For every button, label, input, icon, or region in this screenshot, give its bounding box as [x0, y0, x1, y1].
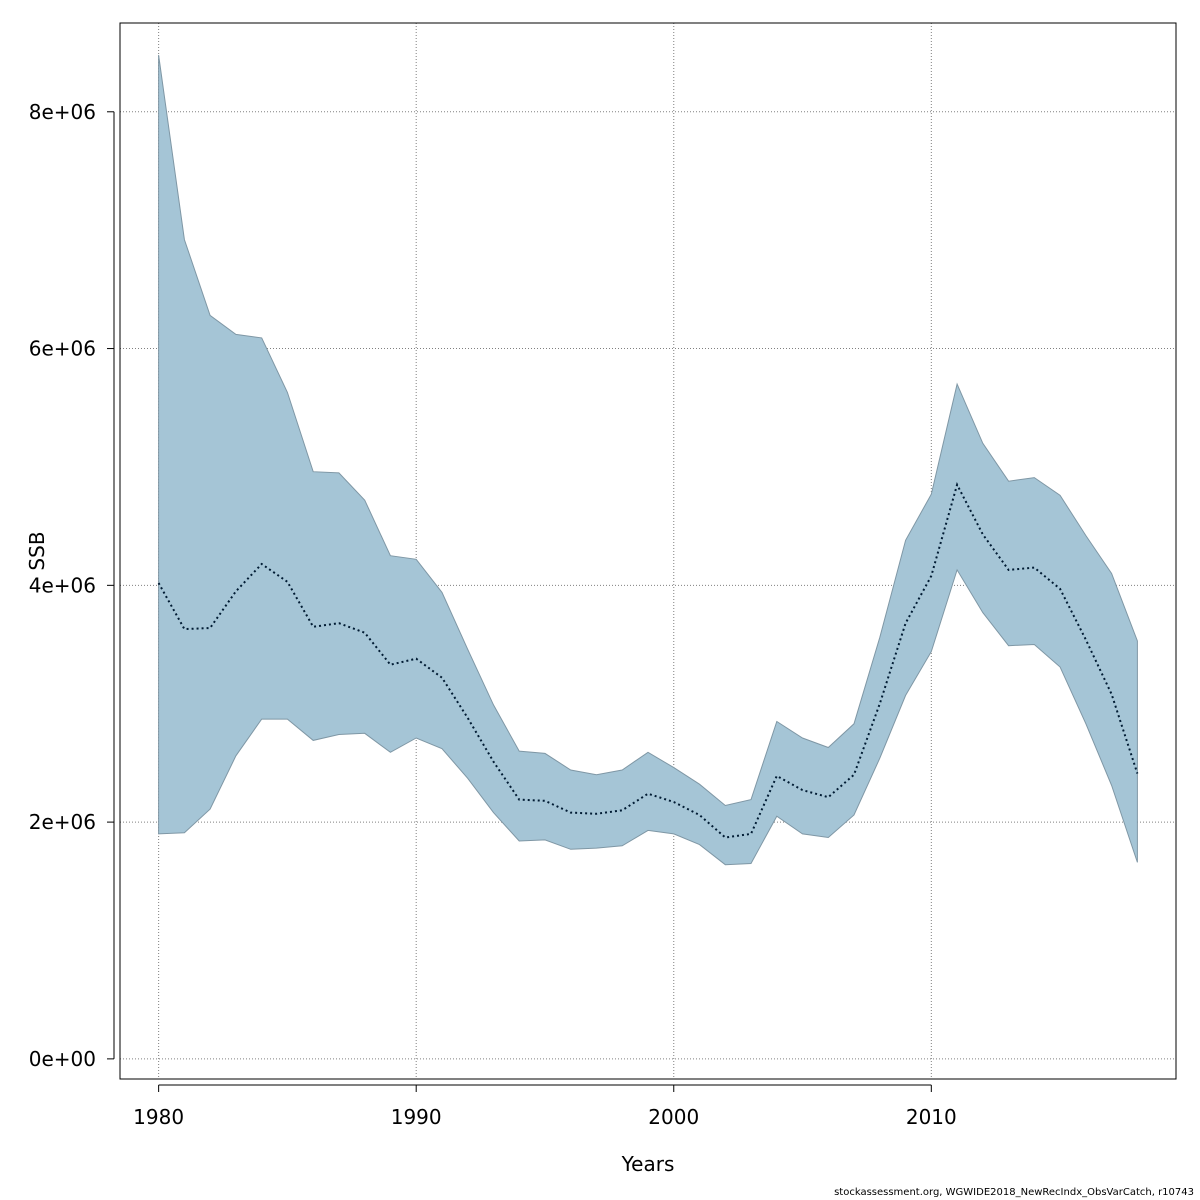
- y-tick-label-4: 8e+06: [29, 100, 96, 124]
- y-axis-title: SSB: [25, 531, 49, 570]
- axes: 1980 1990 2000 2010 0e+00 2e+06 4e+06 6e+06 8e+0…: [29, 100, 957, 1129]
- y-tick-label-2: 4e+06: [29, 573, 96, 597]
- y-tick-label-1: 2e+06: [29, 810, 96, 834]
- plot-frame: [119, 22, 1177, 1080]
- x-tick-label-1990: 1990: [391, 1105, 442, 1129]
- y-tick-label-3: 6e+06: [29, 337, 96, 361]
- y-tick-label-0: 0e+00: [29, 1047, 96, 1071]
- confidence-band-area: [158, 54, 1138, 866]
- x-tick-label-2000: 2000: [648, 1105, 699, 1129]
- x-axis-title: Years: [621, 1152, 675, 1176]
- x-tick-label-2010: 2010: [906, 1105, 957, 1129]
- confidence-band: [158, 54, 1138, 866]
- x-tick-label-1980: 1980: [133, 1105, 184, 1129]
- footer-credit: stockassessment.org, WGWIDE2018_NewRecIn…: [834, 1187, 1194, 1198]
